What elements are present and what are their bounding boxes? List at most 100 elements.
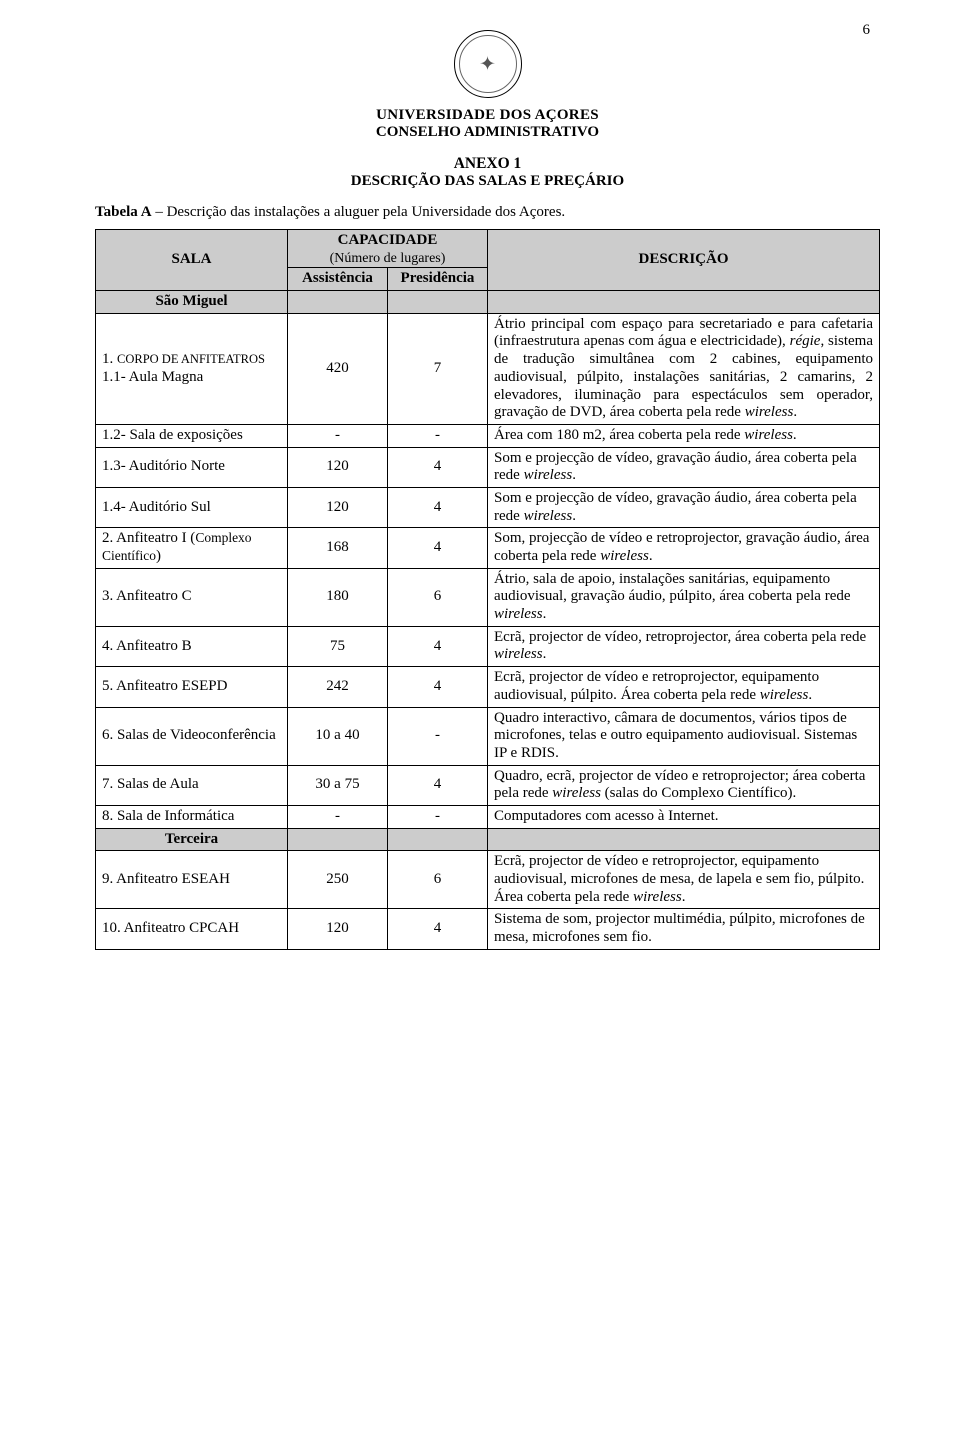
desc-period: .: [572, 508, 576, 524]
section-empty: [288, 291, 388, 314]
table-row: 2. Anfiteatro I (Complexo Científico) 16…: [96, 528, 880, 568]
desc-cell: Átrio, sala de apoio, instalações sanitá…: [488, 568, 880, 626]
assist-cell: -: [288, 424, 388, 447]
desc-period: .: [543, 606, 547, 622]
desc-period: .: [808, 687, 812, 703]
desc-cell: Ecrã, projector de vídeo e retroprojecto…: [488, 667, 880, 707]
assist-cell: 120: [288, 447, 388, 487]
wireless-italic: wireless: [524, 508, 573, 524]
sala-cell: 8. Sala de Informática: [96, 805, 288, 828]
presid-cell: 4: [388, 487, 488, 527]
council-name: CONSELHO ADMINISTRATIVO: [95, 124, 880, 141]
presid-cell: 4: [388, 528, 488, 568]
col-descricao: DESCRIÇÃO: [488, 230, 880, 291]
desc-cell: Computadores com acesso à Internet.: [488, 805, 880, 828]
assist-cell: 250: [288, 851, 388, 909]
section-terceira: Terceira: [96, 828, 880, 851]
rooms-table: SALA CAPACIDADE (Número de lugares) DESC…: [95, 229, 880, 950]
assist-cell: 75: [288, 626, 388, 666]
col-capacidade-note: (Número de lugares): [330, 251, 446, 266]
presid-cell: 4: [388, 909, 488, 949]
col-capacidade: CAPACIDADE (Número de lugares): [288, 230, 488, 268]
desc-text: Área com 180 m2, área coberta pela rede: [494, 427, 744, 443]
table-caption-rest: – Descrição das instalações a aluguer pe…: [152, 204, 566, 220]
sala-cell: 4. Anfiteatro B: [96, 626, 288, 666]
desc-cell: Ecrã, projector de vídeo, retroprojector…: [488, 626, 880, 666]
col-presidencia: Presidência: [388, 268, 488, 291]
desc-cell: Som e projecção de vídeo, gravação áudio…: [488, 447, 880, 487]
wireless-italic: wireless: [524, 467, 573, 483]
desc-cell: Quadro, ecrã, projector de vídeo e retro…: [488, 765, 880, 805]
sala-cell: 1.4- Auditório Sul: [96, 487, 288, 527]
presid-cell: 7: [388, 313, 488, 424]
col-capacidade-label: CAPACIDADE: [338, 232, 438, 248]
wireless-italic: wireless: [745, 404, 794, 420]
section-empty: [288, 828, 388, 851]
desc-cell: Ecrã, projector de vídeo e retroprojecto…: [488, 851, 880, 909]
annex-title: ANEXO 1: [95, 155, 880, 173]
presid-cell: 4: [388, 626, 488, 666]
wireless-italic: wireless: [494, 606, 543, 622]
table-row: 1.2- Sala de exposições - - Área com 180…: [96, 424, 880, 447]
wireless-italic: wireless: [744, 427, 793, 443]
table-row: 3. Anfiteatro C 180 6 Átrio, sala de apo…: [96, 568, 880, 626]
sala-after: ): [156, 548, 161, 564]
section-empty: [488, 291, 880, 314]
assist-cell: 242: [288, 667, 388, 707]
assist-cell: 168: [288, 528, 388, 568]
table-row: 7. Salas de Aula 30 a 75 4 Quadro, ecrã,…: [96, 765, 880, 805]
sala-line2: 1.1- Aula Magna: [102, 369, 203, 385]
desc-cell: Som e projecção de vídeo, gravação áudio…: [488, 487, 880, 527]
desc-cell: Átrio principal com espaço para secretar…: [488, 313, 880, 424]
desc-cell: Sistema de som, projector multimédia, pú…: [488, 909, 880, 949]
desc-cell: Quadro interactivo, câmara de documentos…: [488, 707, 880, 765]
table-caption: Tabela A – Descrição das instalações a a…: [95, 204, 880, 221]
col-sala: SALA: [96, 230, 288, 291]
table-row: 6. Salas de Videoconferência 10 a 40 - Q…: [96, 707, 880, 765]
table-row: 1. CORPO DE ANFITEATROS 1.1- Aula Magna …: [96, 313, 880, 424]
section-label: Terceira: [96, 828, 288, 851]
presid-cell: -: [388, 424, 488, 447]
logo-block: [95, 30, 880, 103]
assist-cell: -: [288, 805, 388, 828]
sala-cell: 1.2- Sala de exposições: [96, 424, 288, 447]
sala-cell: 6. Salas de Videoconferência: [96, 707, 288, 765]
desc-text: Som, projecção de vídeo e retroprojector…: [494, 530, 869, 564]
desc-after: (salas do Complexo Científico).: [601, 785, 796, 801]
presid-cell: 4: [388, 765, 488, 805]
assist-cell: 30 a 75: [288, 765, 388, 805]
assist-cell: 180: [288, 568, 388, 626]
table-row: 8. Sala de Informática - - Computadores …: [96, 805, 880, 828]
presid-cell: -: [388, 707, 488, 765]
col-assistencia: Assistência: [288, 268, 388, 291]
presid-cell: -: [388, 805, 488, 828]
sala-before: 2. Anfiteatro I (: [102, 530, 195, 546]
desc-period: .: [682, 889, 686, 905]
regie-italic: régie: [790, 333, 821, 349]
presid-cell: 6: [388, 851, 488, 909]
desc-period: .: [543, 646, 547, 662]
assist-cell: 10 a 40: [288, 707, 388, 765]
table-header-row-1: SALA CAPACIDADE (Número de lugares) DESC…: [96, 230, 880, 268]
wireless-italic: wireless: [600, 548, 649, 564]
section-empty: [388, 291, 488, 314]
table-caption-prefix: Tabela A: [95, 204, 152, 220]
page-number: 6: [863, 22, 871, 39]
desc-period: .: [649, 548, 653, 564]
section-empty: [388, 828, 488, 851]
assist-cell: 120: [288, 909, 388, 949]
table-row: 5. Anfiteatro ESEPD 242 4 Ecrã, projecto…: [96, 667, 880, 707]
sala-cell: 1.3- Auditório Norte: [96, 447, 288, 487]
presid-cell: 6: [388, 568, 488, 626]
sala-cell: 7. Salas de Aula: [96, 765, 288, 805]
desc-period: .: [572, 467, 576, 483]
desc-text: Átrio, sala de apoio, instalações sanitá…: [494, 571, 851, 605]
wireless-italic: wireless: [760, 687, 809, 703]
sala-cell: 1. CORPO DE ANFITEATROS 1.1- Aula Magna: [96, 313, 288, 424]
sala-cell: 10. Anfiteatro CPCAH: [96, 909, 288, 949]
section-label: São Miguel: [96, 291, 288, 314]
table-row: 10. Anfiteatro CPCAH 120 4 Sistema de so…: [96, 909, 880, 949]
table-row: 1.3- Auditório Norte 120 4 Som e projecç…: [96, 447, 880, 487]
wireless-italic: wireless: [552, 785, 601, 801]
wireless-italic: wireless: [633, 889, 682, 905]
